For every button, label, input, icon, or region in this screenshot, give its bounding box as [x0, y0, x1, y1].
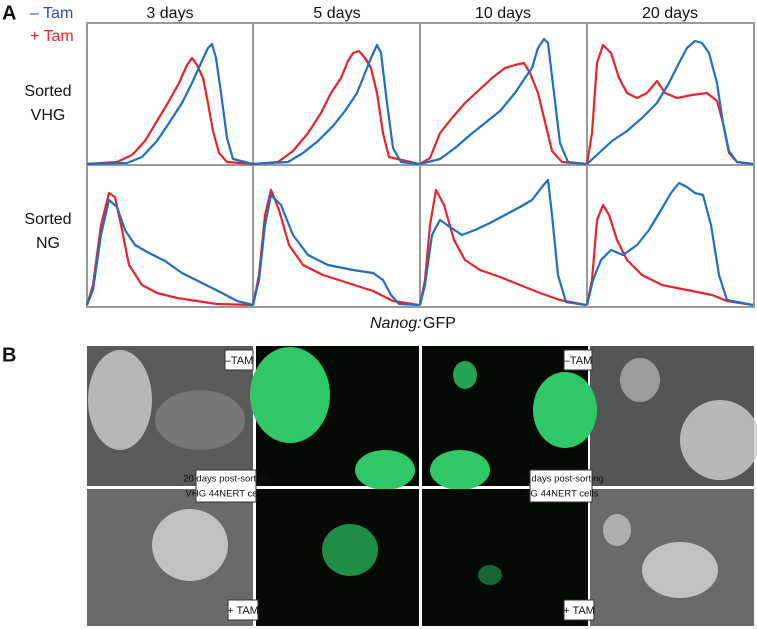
histogram	[252, 43, 420, 166]
histogram-grid	[85, 22, 755, 308]
caption: 20 days post-sorting	[183, 474, 269, 485]
panel-label: A	[2, 2, 16, 24]
caption: NG 44NERT cells	[524, 489, 599, 500]
row-label: Sorted	[24, 83, 71, 100]
axis-gene: Nanog:	[370, 315, 422, 332]
histogram	[418, 178, 587, 307]
histogram	[585, 181, 754, 307]
row-label: VHG	[31, 107, 66, 124]
histogram	[419, 37, 587, 166]
tag-plus-tam: + TAM	[563, 605, 595, 617]
histogram	[585, 39, 754, 166]
caption: 20 days post-sorting	[518, 474, 604, 485]
histogram	[251, 188, 420, 307]
caption: VHG 44NERT cells	[186, 489, 267, 500]
row-label: NG	[36, 235, 60, 252]
micrographs	[87, 346, 757, 626]
histogram	[86, 42, 254, 166]
column-header: 3 days	[146, 5, 193, 22]
tag-plus-tam: + TAM	[227, 605, 259, 617]
tag-minus-tam: –TAM	[225, 355, 254, 367]
histogram	[85, 191, 254, 307]
column-header: 20 days	[642, 5, 698, 22]
axis-reporter: GFP	[423, 315, 456, 332]
column-header: 10 days	[475, 5, 531, 22]
row-label: Sorted	[24, 211, 71, 228]
legend-plus: + Tam	[30, 28, 74, 45]
tag-minus-tam: –TAM	[564, 355, 593, 367]
legend-minus: – Tam	[30, 5, 73, 22]
column-header: 5 days	[313, 5, 360, 22]
panel-label: B	[2, 344, 16, 366]
